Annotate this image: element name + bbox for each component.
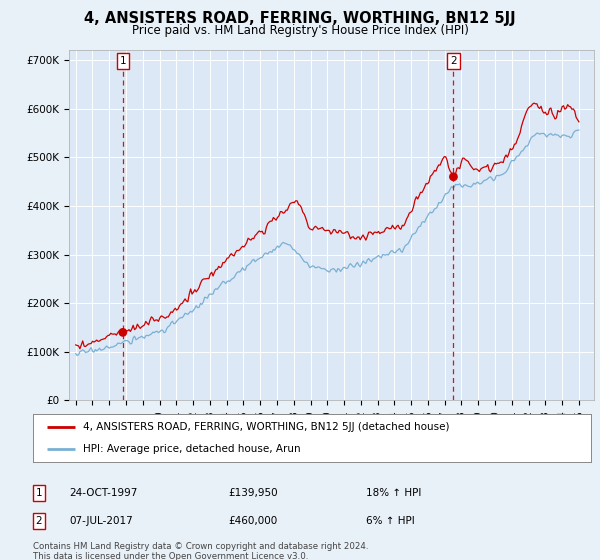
Text: 1: 1 [119,55,126,66]
Text: 4, ANSISTERS ROAD, FERRING, WORTHING, BN12 5JJ: 4, ANSISTERS ROAD, FERRING, WORTHING, BN… [84,11,516,26]
Text: 1: 1 [35,488,43,498]
Text: 6% ↑ HPI: 6% ↑ HPI [366,516,415,526]
Text: 2: 2 [450,55,457,66]
Text: 4, ANSISTERS ROAD, FERRING, WORTHING, BN12 5JJ (detached house): 4, ANSISTERS ROAD, FERRING, WORTHING, BN… [83,422,450,432]
Text: 07-JUL-2017: 07-JUL-2017 [69,516,133,526]
Text: HPI: Average price, detached house, Arun: HPI: Average price, detached house, Arun [83,444,301,454]
Text: £460,000: £460,000 [228,516,277,526]
Text: Price paid vs. HM Land Registry's House Price Index (HPI): Price paid vs. HM Land Registry's House … [131,24,469,37]
Text: 2: 2 [35,516,43,526]
Point [118,328,128,337]
Point [449,172,458,181]
Text: 18% ↑ HPI: 18% ↑ HPI [366,488,421,498]
Text: £139,950: £139,950 [228,488,278,498]
Text: 24-OCT-1997: 24-OCT-1997 [69,488,137,498]
Text: Contains HM Land Registry data © Crown copyright and database right 2024.
This d: Contains HM Land Registry data © Crown c… [33,542,368,560]
